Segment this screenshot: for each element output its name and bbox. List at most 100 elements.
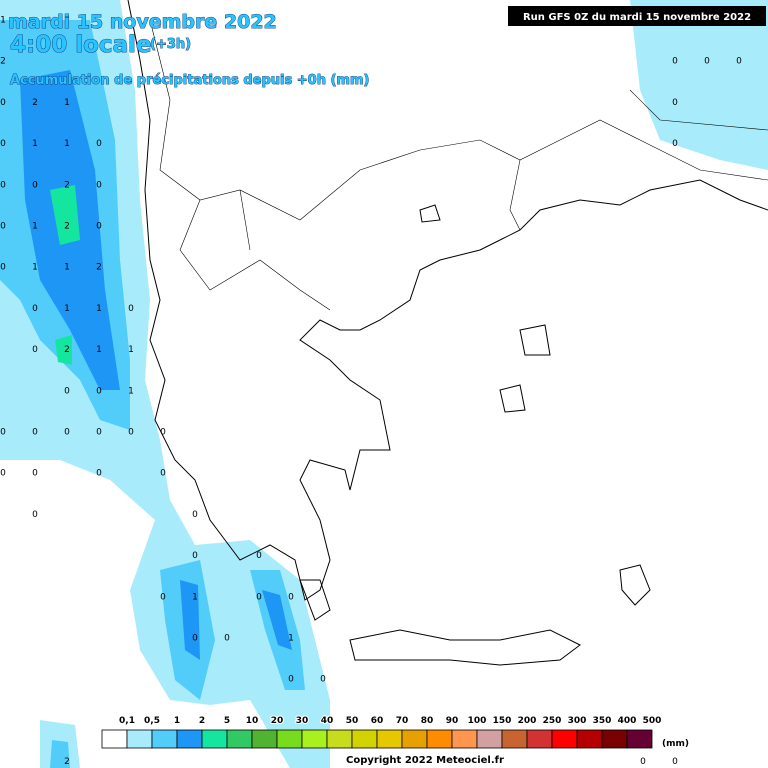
- grid-value: 1: [96, 345, 102, 355]
- grid-value: 0: [736, 57, 742, 67]
- legend-label: 0,1: [119, 716, 135, 726]
- subtitle: Accumulation de précipitations depuis +0…: [10, 73, 369, 88]
- legend-label: 250: [543, 716, 562, 726]
- legend-label: 2: [199, 716, 205, 726]
- coastlines: [127, 0, 768, 666]
- grid-value: 0: [256, 551, 262, 561]
- grid-value: 0: [160, 592, 166, 602]
- time-title: 4:00 locale: [10, 32, 152, 58]
- legend-label: 100: [468, 716, 487, 726]
- run-label: Run GFS 0Z du mardi 15 novembre 2022: [523, 12, 751, 23]
- grid-value: 0: [0, 263, 6, 273]
- legend-swatch: [251, 729, 278, 749]
- legend-label: 90: [446, 716, 459, 726]
- grid-value: 0: [32, 304, 38, 314]
- date-title: mardi 15 novembre 2022: [8, 11, 277, 33]
- grid-value: 0: [0, 428, 6, 438]
- legend-swatch: [626, 729, 653, 749]
- borders: [149, 19, 768, 311]
- legend-label: 30: [296, 716, 309, 726]
- legend: 0,1 0,5 1 2 5 10 20 30 40 50 60 70 80 90 100 150 200 250 3…: [101, 715, 662, 749]
- grid-value: 2: [64, 180, 70, 190]
- grid-value: 0: [192, 634, 198, 644]
- grid-value: 0: [192, 551, 198, 561]
- grid-value: 0: [160, 428, 166, 438]
- legend-swatch: [476, 729, 503, 749]
- legend-swatch: [401, 729, 428, 749]
- copyright: Copyright 2022 Meteociel.fr: [346, 755, 504, 766]
- grid-value: 0: [64, 386, 70, 396]
- grid-value: 0: [96, 139, 102, 149]
- grid-value: 1: [0, 16, 6, 26]
- legend-swatch: [276, 729, 303, 749]
- grid-value: 0: [0, 139, 6, 149]
- grid-value: 1: [32, 222, 38, 232]
- grid-value: 1: [96, 304, 102, 314]
- legend-swatch: [376, 729, 403, 749]
- grid-value: 1: [64, 98, 70, 108]
- grid-value: 1: [64, 263, 70, 273]
- grid-value: 0: [64, 428, 70, 438]
- legend-swatch: [201, 729, 228, 749]
- legend-label: 350: [593, 716, 612, 726]
- grid-value: 1: [128, 345, 134, 355]
- grid-value: 0: [32, 469, 38, 479]
- grid-value: 2: [32, 98, 38, 108]
- legend-label: 300: [568, 716, 587, 726]
- grid-value: 2: [64, 222, 70, 232]
- grid-value: 0: [0, 222, 6, 232]
- grid-value: 0: [224, 634, 230, 644]
- legend-swatch: [526, 729, 553, 749]
- legend-swatch: [351, 729, 378, 749]
- grid-value: 0: [288, 675, 294, 685]
- legend-label: 5: [224, 716, 230, 726]
- grid-value: 1: [32, 263, 38, 273]
- grid-value: 0: [128, 428, 134, 438]
- legend-swatch: [176, 729, 203, 749]
- grid-value: 0: [0, 180, 6, 190]
- grid-value: 0: [32, 180, 38, 190]
- grid-value: 0: [96, 428, 102, 438]
- legend-swatch: [151, 729, 178, 749]
- grid-value: 2: [64, 757, 70, 767]
- grid-value: 0: [640, 757, 646, 767]
- grid-value: 1: [64, 139, 70, 149]
- grid-value: 0: [320, 675, 326, 685]
- legend-swatch: [426, 729, 453, 749]
- grid-value: 0: [32, 345, 38, 355]
- legend-label: 200: [518, 716, 537, 726]
- grid-value: 2: [0, 57, 6, 67]
- grid-value: 0: [128, 304, 134, 314]
- grid-value: 0: [32, 428, 38, 438]
- legend-swatch: [576, 729, 603, 749]
- grid-value: 0: [96, 180, 102, 190]
- grid-value: 0: [256, 592, 262, 602]
- legend-swatch: [451, 729, 478, 749]
- legend-unit: (mm): [662, 739, 689, 749]
- run-box: [508, 6, 766, 26]
- legend-label: 20: [271, 716, 284, 726]
- legend-swatch: [226, 729, 253, 749]
- legend-label: 40: [321, 716, 334, 726]
- grid-value: 0: [288, 592, 294, 602]
- grid-value: 0: [96, 469, 102, 479]
- grid-value: 0: [672, 757, 678, 767]
- grid-value: 1: [288, 634, 294, 644]
- grid-value: 0: [704, 57, 710, 67]
- grid-value: 1: [192, 592, 198, 602]
- grid-value: 0: [672, 98, 678, 108]
- legend-label: 80: [421, 716, 434, 726]
- legend-label: 400: [618, 716, 637, 726]
- legend-label: 150: [493, 716, 512, 726]
- legend-label: 0,5: [144, 716, 160, 726]
- legend-swatch: [551, 729, 578, 749]
- grid-value: 0: [672, 139, 678, 149]
- grid-value: 0: [96, 386, 102, 396]
- legend-label: 50: [346, 716, 359, 726]
- legend-swatch: [501, 729, 528, 749]
- grid-value: 0: [160, 469, 166, 479]
- grid-value: 0: [0, 98, 6, 108]
- legend-swatch: [601, 729, 628, 749]
